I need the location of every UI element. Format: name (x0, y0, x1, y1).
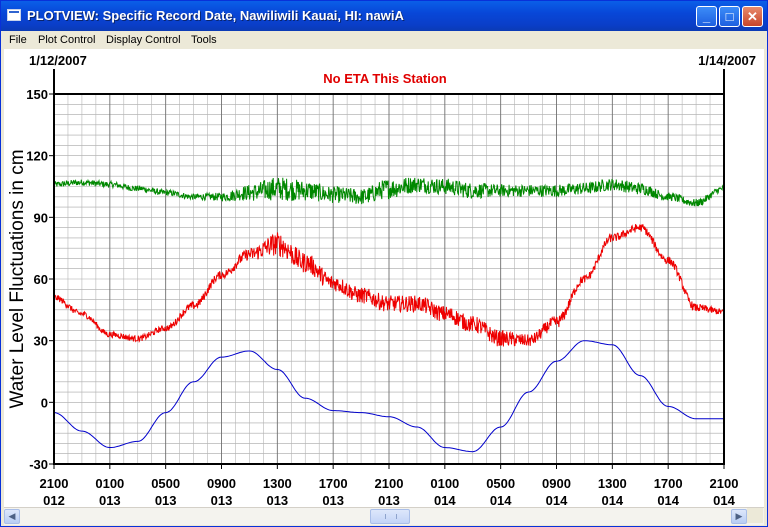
x-tick-label-time: 0100 (95, 476, 124, 491)
y-tick-label: 90 (34, 210, 48, 225)
horizontal-scrollbar[interactable]: ◀ ▶ (4, 507, 764, 525)
x-tick-label-day: 014 (601, 493, 623, 507)
series-layer (53, 177, 725, 453)
x-tick-label-time: 0900 (207, 476, 236, 491)
plot-area[interactable]: 1/12/2007 1/14/2007 No ETA This Station … (4, 49, 764, 507)
x-tick-label-time: 1300 (598, 476, 627, 491)
scroll-thumb[interactable] (370, 509, 410, 524)
x-tick-label-day: 012 (43, 493, 65, 507)
series-line-1 (53, 177, 725, 207)
menu-display-control[interactable]: Display Control (106, 34, 181, 46)
y-axis-label: Water Level Fluctuations in cm (7, 149, 28, 408)
series-line-2 (53, 223, 725, 347)
series-line-3 (53, 340, 724, 453)
x-tick-label-time: 2100 (40, 476, 69, 491)
x-tick-label-time: 1700 (319, 476, 348, 491)
menu-plot-control[interactable]: Plot Control (38, 34, 96, 46)
menu-tools[interactable]: Tools (191, 34, 217, 46)
y-tick-label: 120 (26, 149, 48, 164)
x-tick-label-day: 013 (99, 493, 121, 507)
menu-file[interactable]: File (9, 34, 27, 46)
y-tick-label: 0 (41, 395, 48, 410)
x-tick-label-day: 013 (266, 493, 288, 507)
end-date-label: 1/14/2007 (698, 53, 756, 68)
y-tick-label: 60 (34, 272, 48, 287)
x-tick-label-time: 2100 (375, 476, 404, 491)
window-title: PLOTVIEW: Specific Record Date, Nawiliwi… (27, 8, 404, 23)
x-tick-label-day: 013 (155, 493, 177, 507)
axes: 150 120 90 60 30 0 -30 2100 012 0100 013 0500 013 090… (26, 69, 738, 507)
size-grip[interactable] (747, 508, 763, 523)
scroll-left-button[interactable]: ◀ (4, 509, 20, 524)
maximize-button[interactable]: □ (719, 6, 740, 27)
y-tick-label: 30 (34, 334, 48, 349)
x-tick-label-day: 013 (378, 493, 400, 507)
close-button[interactable]: ✕ (742, 6, 763, 27)
x-tick-label-day: 014 (434, 493, 456, 507)
x-tick-label-time: 0100 (430, 476, 459, 491)
grid (53, 93, 725, 465)
x-tick-label-day: 014 (713, 493, 735, 507)
start-date-label: 1/12/2007 (29, 53, 87, 68)
x-tick-label-time: 1700 (654, 476, 683, 491)
y-tick-label: 150 (26, 87, 48, 102)
x-tick-label-day: 013 (211, 493, 233, 507)
y-tick-label: -30 (29, 457, 48, 472)
x-tick-label-time: 1300 (263, 476, 292, 491)
menu-bar: File Plot Control Display Control Tools (1, 31, 767, 49)
x-tick-label-time: 2100 (710, 476, 739, 491)
minimize-button[interactable]: _ (696, 6, 717, 27)
app-window-icon[interactable] (7, 9, 21, 21)
x-tick-label-day: 013 (322, 493, 344, 507)
x-tick-label-time: 0900 (542, 476, 571, 491)
x-tick-label-day: 014 (490, 493, 512, 507)
x-tick-label-time: 0500 (486, 476, 515, 491)
x-tick-label-day: 014 (546, 493, 568, 507)
water-level-chart: 1/12/2007 1/14/2007 No ETA This Station … (7, 53, 756, 507)
scroll-right-button[interactable]: ▶ (731, 509, 747, 524)
eta-annotation: No ETA This Station (323, 71, 447, 86)
title-bar[interactable]: PLOTVIEW: Specific Record Date, Nawiliwi… (1, 1, 767, 31)
x-tick-label-time: 0500 (151, 476, 180, 491)
x-tick-label-day: 014 (657, 493, 679, 507)
